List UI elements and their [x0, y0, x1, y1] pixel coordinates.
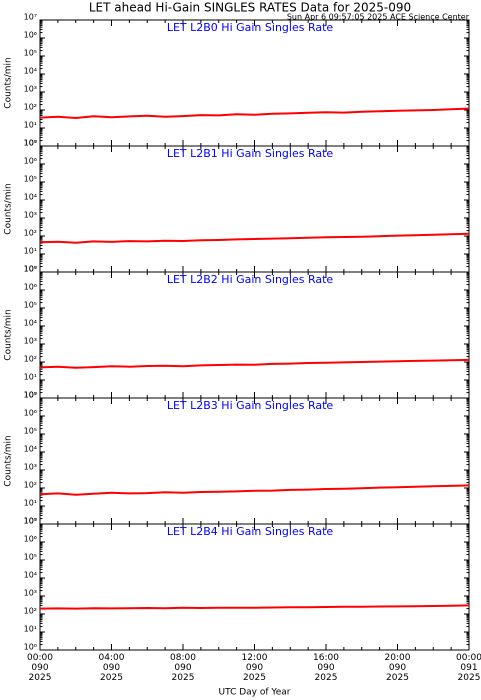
y-axis-label: Counts/min — [4, 57, 14, 108]
y-tick-label: 10⁰ — [24, 265, 37, 274]
y-tick-label: 10⁷ — [24, 139, 37, 148]
plot-frame — [39, 397, 470, 525]
y-tick-label: 10⁷ — [24, 13, 37, 22]
plot-frame — [39, 271, 470, 399]
y-axis-label: Counts/min — [4, 435, 14, 486]
y-tick-label: 10⁶ — [24, 31, 37, 40]
panel-title: LET L2B1 Hi Gain Singles Rate — [167, 147, 334, 160]
series-line — [39, 107, 470, 120]
series-line — [39, 358, 470, 369]
page-title: LET ahead Hi-Gain SINGLES RATES Data for… — [89, 1, 411, 15]
y-tick-label: 10⁶ — [24, 535, 37, 544]
y-tick-label: 10³ — [24, 463, 37, 472]
series-line — [39, 232, 470, 244]
y-tick-label: 10⁴ — [24, 67, 37, 76]
y-tick-label: 10² — [24, 229, 37, 238]
y-tick-label: 10⁵ — [24, 301, 37, 310]
x-tick-label: 20:00 090 2025 — [385, 653, 411, 683]
panel-title: LET L2B2 Hi Gain Singles Rate — [167, 273, 334, 286]
y-tick-label: 10¹ — [24, 373, 37, 382]
y-tick-label: 10⁰ — [24, 139, 37, 148]
y-tick-label: 10⁴ — [24, 445, 37, 454]
y-tick-label: 10⁴ — [24, 193, 37, 202]
y-tick-label: 10⁵ — [24, 175, 37, 184]
y-tick-label: 10³ — [24, 337, 37, 346]
y-tick-label: 10⁷ — [24, 265, 37, 274]
plot-frame — [39, 19, 470, 147]
y-tick-label: 10⁷ — [24, 391, 37, 400]
panel-title: LET L2B0 Hi Gain Singles Rate — [167, 21, 334, 34]
x-tick-label: 16:00 090 2025 — [313, 653, 339, 683]
y-tick-label: 10³ — [24, 589, 37, 598]
y-tick-label: 10⁵ — [24, 553, 37, 562]
y-tick-label: 10³ — [24, 211, 37, 220]
series-line — [39, 484, 470, 496]
panel-title: LET L2B4 Hi Gain Singles Rate — [167, 525, 334, 538]
subtitle: Sun Apr 6 09:57:05 2025 ACE Science Cent… — [287, 13, 470, 22]
panel-title: LET L2B3 Hi Gain Singles Rate — [167, 399, 334, 412]
y-tick-label: 10² — [24, 607, 37, 616]
plot-frame — [39, 523, 470, 651]
y-tick-label: 10⁵ — [24, 49, 37, 58]
y-tick-label: 10² — [24, 103, 37, 112]
x-tick-label: 00:00 091 2025 — [456, 653, 481, 683]
y-tick-label: 10³ — [24, 85, 37, 94]
y-tick-label: 10² — [24, 481, 37, 490]
y-tick-label: 10⁵ — [24, 427, 37, 436]
y-tick-label: 10¹ — [24, 247, 37, 256]
x-tick-label: 00:00 090 2025 — [27, 653, 53, 683]
y-tick-label: 10⁰ — [24, 391, 37, 400]
x-tick-label: 04:00 090 2025 — [99, 653, 125, 683]
plot-frame — [39, 145, 470, 273]
y-tick-label: 10⁶ — [24, 283, 37, 292]
y-tick-label: 10⁴ — [24, 319, 37, 328]
y-axis-label: Counts/min — [4, 309, 14, 360]
y-tick-label: 10⁶ — [24, 157, 37, 166]
y-axis-label: Counts/min — [4, 183, 14, 234]
x-axis-label: UTC Day of Year — [219, 688, 291, 698]
y-tick-label: 10¹ — [24, 121, 37, 130]
y-tick-label: 10⁴ — [24, 571, 37, 580]
y-tick-label: 10¹ — [24, 625, 37, 634]
y-tick-label: 10¹ — [24, 499, 37, 508]
y-tick-label: 10⁶ — [24, 409, 37, 418]
y-tick-label: 10⁰ — [24, 643, 37, 652]
x-tick-label: 08:00 090 2025 — [170, 653, 196, 683]
y-tick-label: 10⁷ — [24, 517, 37, 526]
x-tick-label: 12:00 090 2025 — [242, 653, 268, 683]
series-line — [39, 604, 470, 610]
y-tick-label: 10² — [24, 355, 37, 364]
y-tick-label: 10⁰ — [24, 517, 37, 526]
